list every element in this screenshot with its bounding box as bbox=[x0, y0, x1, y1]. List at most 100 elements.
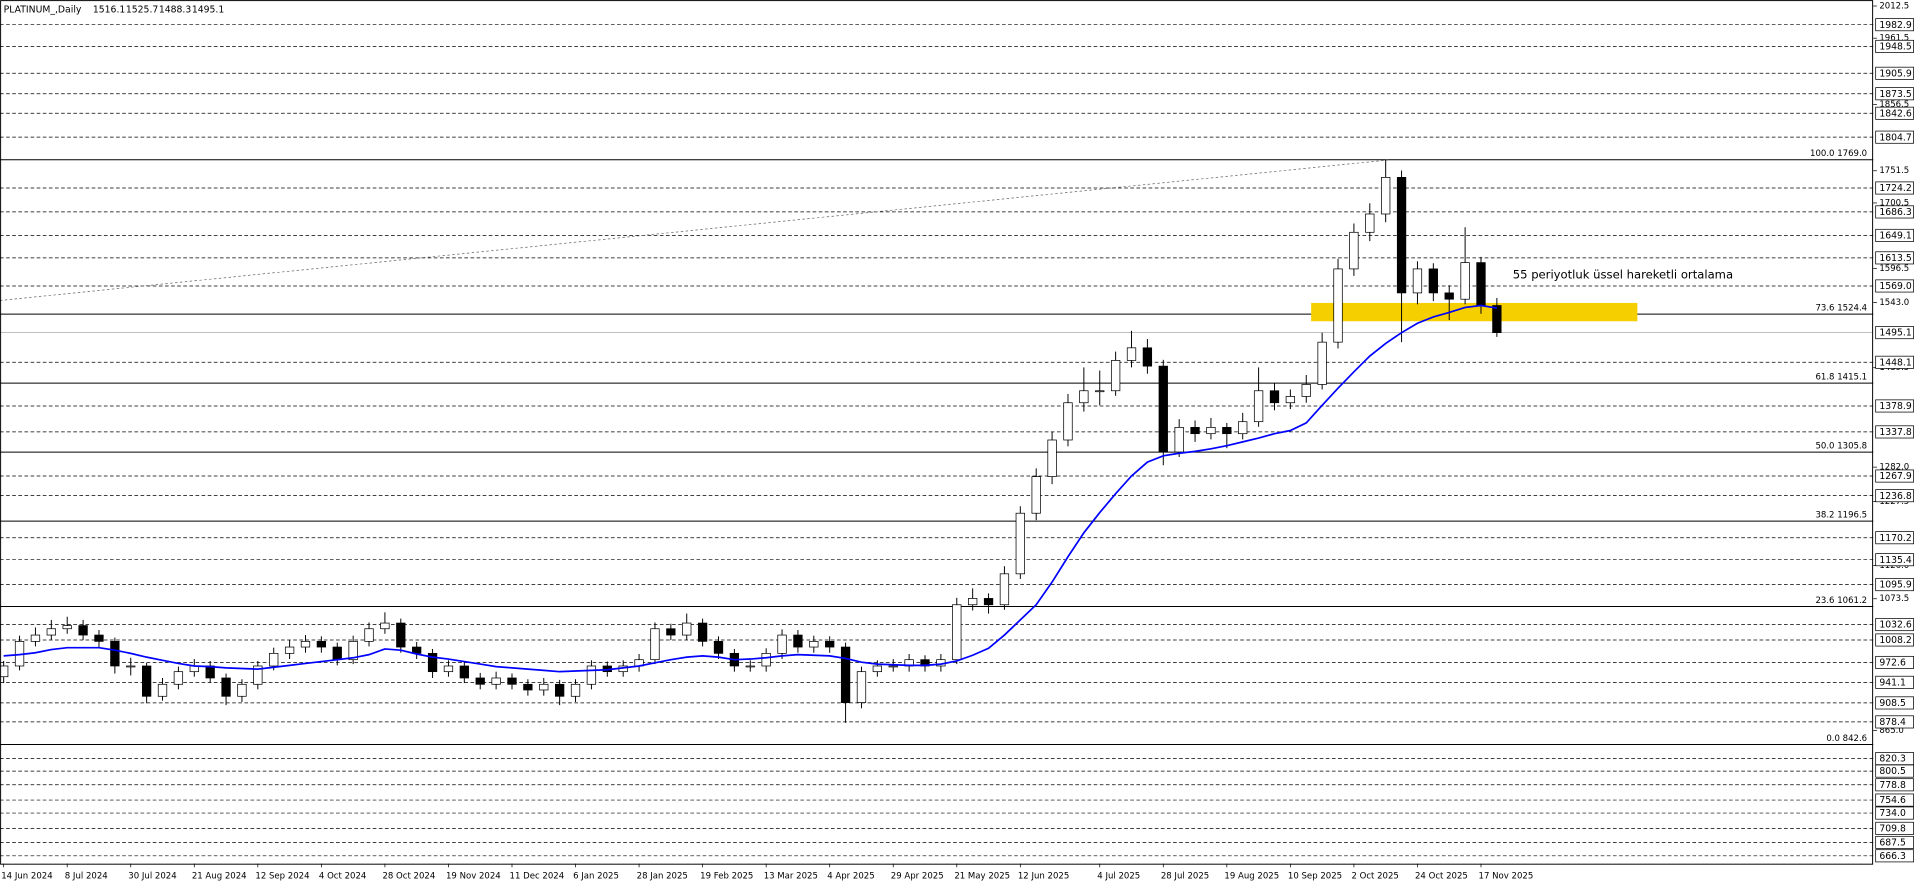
level-label: 820.3 bbox=[1879, 754, 1906, 765]
y-tick-label: 1596.5 bbox=[1879, 264, 1909, 274]
level-label: 1613.5 bbox=[1879, 253, 1912, 264]
candle-body bbox=[157, 683, 168, 697]
candle-body bbox=[253, 665, 263, 685]
candle-body bbox=[539, 683, 549, 691]
level-label: 1686.3 bbox=[1879, 207, 1912, 218]
candle-body bbox=[459, 665, 469, 679]
level-label: 1804.7 bbox=[1879, 132, 1912, 143]
plot-border bbox=[0, 0, 1874, 865]
candle-body bbox=[237, 683, 247, 697]
x-tick-label: 6 Jan 2025 bbox=[573, 871, 619, 881]
level-label: 1724.2 bbox=[1879, 183, 1911, 194]
candle-body bbox=[110, 640, 120, 667]
candle-body bbox=[888, 665, 898, 668]
x-tick-label: 21 Aug 2024 bbox=[192, 871, 247, 881]
candle-body bbox=[1222, 427, 1232, 435]
candle-body bbox=[364, 628, 374, 642]
header-close: 1495.1 bbox=[192, 4, 225, 15]
candle-body bbox=[1253, 390, 1264, 423]
candle-body bbox=[745, 665, 755, 668]
level-label-box bbox=[1875, 633, 1914, 647]
candle-body bbox=[1079, 390, 1089, 404]
candle-body bbox=[1095, 390, 1105, 393]
level-label-box bbox=[1875, 251, 1914, 265]
candle-body bbox=[1317, 341, 1327, 385]
candle-body bbox=[1333, 268, 1343, 343]
candle-body bbox=[348, 640, 358, 661]
candle-body bbox=[173, 671, 184, 685]
candle-body bbox=[1396, 177, 1407, 294]
x-tick-label: 28 Jul 2025 bbox=[1161, 871, 1209, 881]
candle-body bbox=[983, 598, 994, 606]
candle-body bbox=[1110, 360, 1121, 392]
candle-body bbox=[793, 634, 803, 648]
level-label: 1032.6 bbox=[1879, 620, 1912, 631]
candle-body bbox=[555, 683, 565, 697]
level-label: 666.3 bbox=[1879, 851, 1906, 862]
level-label-box bbox=[1875, 425, 1914, 439]
candle-body bbox=[1381, 177, 1391, 215]
x-tick-label: 12 Sep 2024 bbox=[255, 871, 309, 881]
x-tick-label: 4 Oct 2024 bbox=[319, 871, 366, 881]
candle-body bbox=[221, 677, 231, 697]
candle-body bbox=[968, 598, 978, 606]
level-label: 1236.8 bbox=[1879, 491, 1912, 502]
x-tick-label: 19 Aug 2025 bbox=[1224, 871, 1279, 881]
candle-body bbox=[126, 665, 136, 668]
y-tick-label: 1700.5 bbox=[1879, 198, 1909, 208]
candle-body bbox=[0, 665, 9, 678]
x-tick-label: 8 Jul 2024 bbox=[65, 871, 108, 881]
level-label-box bbox=[1875, 778, 1914, 792]
candle-body bbox=[1285, 396, 1296, 404]
x-tick-label: 4 Apr 2025 bbox=[827, 871, 874, 881]
candle-body bbox=[809, 640, 819, 648]
y-tick-label: 1543.0 bbox=[1879, 298, 1909, 308]
candle-body bbox=[777, 634, 787, 654]
candle-body bbox=[999, 573, 1010, 606]
candle-body bbox=[856, 671, 867, 703]
level-label-box bbox=[1875, 399, 1914, 413]
candle-body bbox=[427, 652, 438, 673]
candle-body bbox=[94, 634, 104, 642]
level-label-box bbox=[1875, 355, 1914, 369]
candle-body bbox=[650, 628, 660, 661]
candle-body bbox=[205, 665, 215, 679]
level-label-box bbox=[1875, 66, 1914, 80]
y-tick-label: 865.0 bbox=[1879, 726, 1903, 736]
fib-label: 73.6 1524.4 bbox=[1815, 304, 1867, 314]
y-tick-label: 1282.0 bbox=[1879, 463, 1909, 473]
fib-label: 0.0 842.6 bbox=[1826, 734, 1867, 744]
candle-body bbox=[141, 665, 152, 697]
levels-layer bbox=[0, 24, 1874, 857]
level-label: 1267.9 bbox=[1879, 471, 1912, 482]
level-label: 800.5 bbox=[1879, 766, 1906, 777]
level-label-box bbox=[1875, 87, 1914, 101]
level-label-box bbox=[1875, 835, 1914, 849]
candle-body bbox=[491, 677, 501, 685]
candle-body bbox=[1301, 384, 1311, 397]
level-label-box bbox=[1875, 181, 1914, 195]
y-tick-label: 1961.5 bbox=[1879, 34, 1909, 44]
candle-body bbox=[475, 677, 485, 685]
candle-body bbox=[713, 640, 724, 654]
candle-body bbox=[840, 646, 851, 703]
candle-body bbox=[507, 677, 517, 685]
candle-body bbox=[269, 652, 279, 667]
candle-body bbox=[1047, 439, 1057, 477]
candle-body bbox=[1015, 512, 1025, 575]
last-price-label: 1495.1 bbox=[1879, 328, 1912, 339]
x-tick-label: 13 Mar 2025 bbox=[764, 871, 818, 881]
candle-body bbox=[586, 665, 597, 685]
candle-body bbox=[443, 665, 454, 673]
level-label-box bbox=[1875, 764, 1914, 778]
x-tick-label: 12 Jun 2025 bbox=[1018, 871, 1069, 881]
level-label-box bbox=[1875, 130, 1914, 144]
candle-body bbox=[1269, 390, 1280, 404]
level-label-box bbox=[1875, 39, 1914, 53]
x-tick-label: 28 Oct 2024 bbox=[382, 871, 435, 881]
candle-body bbox=[1444, 292, 1454, 300]
level-label: 1873.5 bbox=[1879, 89, 1912, 100]
x-tick-label: 29 Apr 2025 bbox=[891, 871, 944, 881]
